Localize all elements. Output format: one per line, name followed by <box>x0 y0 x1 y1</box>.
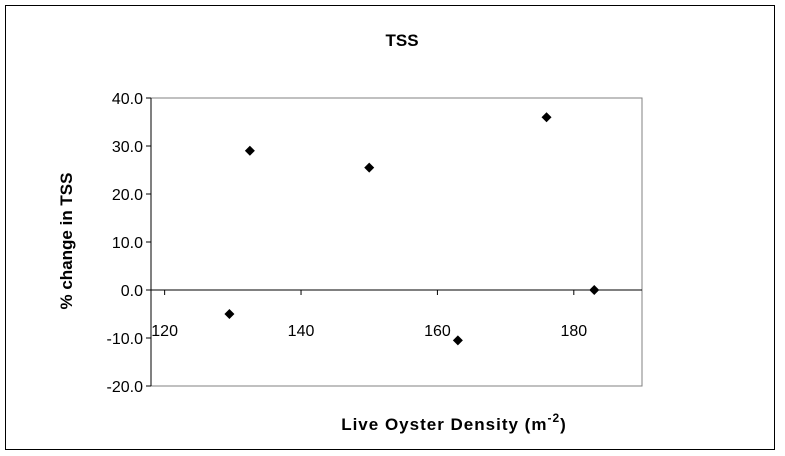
y-axis-title: % change in TSS <box>57 173 76 310</box>
y-tick-label: 40.0 <box>112 91 143 108</box>
x-tick-label: 140 <box>288 323 315 340</box>
data-point <box>244 145 255 156</box>
x-tick-label: 120 <box>151 323 178 340</box>
chart-title: TSS <box>385 31 418 50</box>
y-tick-label: 0.0 <box>121 283 143 300</box>
data-point <box>589 285 600 295</box>
y-tick-label: 20.0 <box>112 187 143 204</box>
x-axis: 120 140 160 180 <box>151 289 642 340</box>
plot-area <box>150 97 643 387</box>
x-tick-label: 180 <box>560 323 587 340</box>
data-point <box>364 162 375 173</box>
data-point <box>224 309 235 319</box>
x-axis-title-superscript: -2 <box>547 411 560 425</box>
x-axis-title-suffix: ) <box>560 415 567 434</box>
x-tick-label: 160 <box>424 323 451 340</box>
scatter-chart: TSS -20.0 -10.0 0.0 10.0 20.0 30.0 40.0 120 140… <box>57 31 643 434</box>
x-axis-title-main: Live Oyster Density (m <box>341 415 547 434</box>
y-tick-label: -10.0 <box>107 331 144 348</box>
data-point <box>452 335 463 346</box>
y-tick-label: 10.0 <box>112 235 143 252</box>
y-tick-label: -20.0 <box>107 379 144 396</box>
x-axis-title: Live Oyster Density (m-2) <box>341 411 567 434</box>
data-point <box>541 112 552 123</box>
y-axis: -20.0 -10.0 0.0 10.0 20.0 30.0 40.0 <box>107 91 152 396</box>
data-points <box>224 112 600 346</box>
y-tick-label: 30.0 <box>112 139 143 156</box>
chart-frame: TSS -20.0 -10.0 0.0 10.0 20.0 30.0 40.0 120 140… <box>5 5 775 450</box>
